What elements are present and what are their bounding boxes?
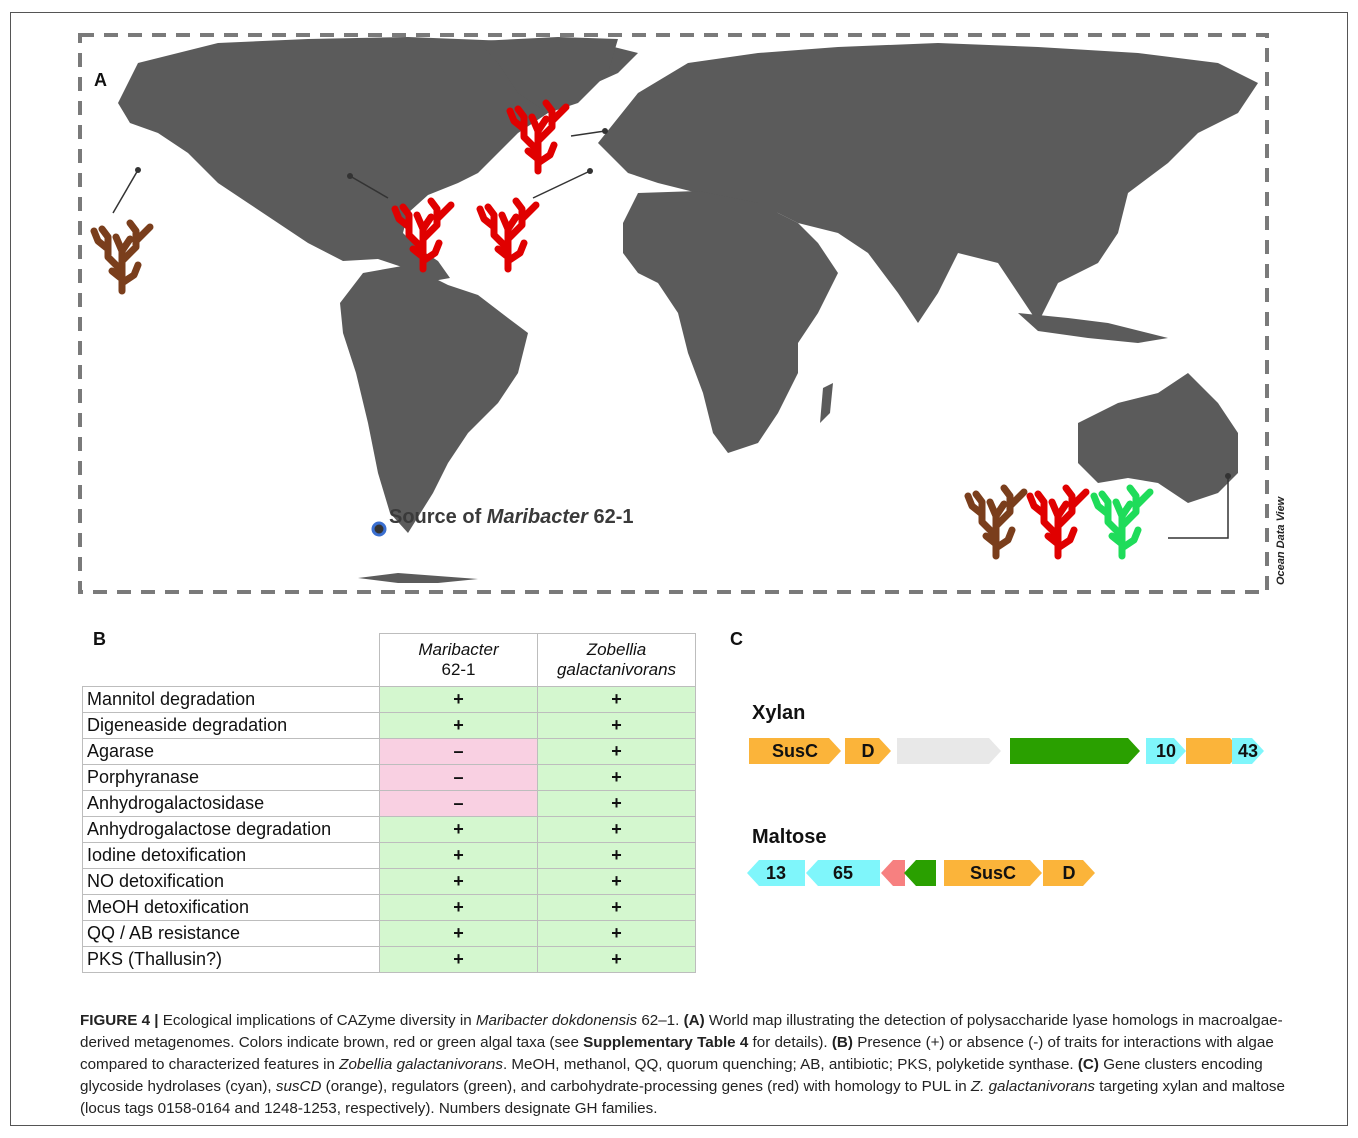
trait-name: QQ / AB resistance <box>82 920 380 947</box>
zobellia-value: + <box>537 842 696 869</box>
maribacter-value: – <box>379 738 538 765</box>
madagascar-landmass <box>820 383 833 423</box>
gene-arrow: D <box>1043 860 1095 886</box>
source-label: Source of Maribacter 62-1 <box>389 506 634 528</box>
table-row: Anhydrogalactose degradation + + <box>82 816 696 843</box>
gene-arrow <box>1010 738 1140 764</box>
maribacter-value: – <box>379 764 538 791</box>
maribacter-value: + <box>379 894 538 921</box>
panel-c-label: C <box>730 629 743 649</box>
trait-name: Anhydrogalactosidase <box>82 790 380 817</box>
trait-name: Agarase <box>82 738 380 765</box>
brown-alga-icon <box>94 223 150 291</box>
red-alga-icon <box>480 201 536 269</box>
trait-name: Iodine detoxification <box>82 842 380 869</box>
table-row: NO detoxification + + <box>82 868 696 895</box>
brown-alga-icon <box>968 488 1024 556</box>
figure-caption: FIGURE 4 | Ecological implications of CA… <box>80 1012 1285 1117</box>
south-america-landmass <box>340 265 528 533</box>
traits-table: Maribacter 62-1 Zobellia galactanivorans M… <box>82 633 696 973</box>
zobellia-value: + <box>537 790 696 817</box>
zobellia-value: + <box>537 946 696 973</box>
maribacter-value: + <box>379 842 538 869</box>
world-map <box>78 33 1269 594</box>
maribacter-value: – <box>379 790 538 817</box>
trait-name: Mannitol degradation <box>82 686 380 713</box>
trait-name: MeOH detoxification <box>82 894 380 921</box>
world-map-panel <box>78 33 1269 594</box>
location-dots <box>135 128 1231 479</box>
panel-b-label: B <box>93 629 106 649</box>
header-zobellia: Zobellia galactanivorans <box>537 633 696 687</box>
table-row: Digeneaside degradation + + <box>82 712 696 739</box>
table-row: PKS (Thallusin?) + + <box>82 946 696 973</box>
figure-frame <box>10 12 1348 1126</box>
zobellia-value: + <box>537 816 696 843</box>
table-row: QQ / AB resistance + + <box>82 920 696 947</box>
zobellia-value: + <box>537 686 696 713</box>
australia-landmass <box>1078 373 1238 503</box>
eurasia-landmass <box>598 43 1258 323</box>
green-alga-icon <box>1094 488 1150 556</box>
zobellia-value: + <box>537 868 696 895</box>
trait-name: Anhydrogalactose degradation <box>82 816 380 843</box>
zobellia-value: + <box>537 894 696 921</box>
gene-arrow <box>897 738 1001 764</box>
connector-lines <box>112 130 1229 539</box>
table-row: MeOH detoxification + + <box>82 894 696 921</box>
maribacter-value: + <box>379 712 538 739</box>
table-corner <box>83 634 380 687</box>
table-row: Anhydrogalactosidase – + <box>82 790 696 817</box>
zobellia-value: + <box>537 712 696 739</box>
maribacter-value: + <box>379 686 538 713</box>
trait-name: NO detoxification <box>82 868 380 895</box>
gene-arrow: SusC <box>944 860 1042 886</box>
table-row: Iodine detoxification + + <box>82 842 696 869</box>
zobellia-value: + <box>537 738 696 765</box>
red-alga-icon <box>1030 488 1086 556</box>
panel-a-label: A <box>94 70 107 90</box>
antarctica-landmass <box>358 573 478 583</box>
africa-landmass <box>623 191 838 453</box>
maribacter-value: + <box>379 946 538 973</box>
ocean-data-view-credit: Ocean Data View <box>1275 496 1287 585</box>
greenland-landmass <box>478 37 618 113</box>
gene-arrow: SusC <box>749 738 841 764</box>
maribacter-value: + <box>379 920 538 947</box>
maribacter-value: + <box>379 816 538 843</box>
map-border <box>78 33 1269 594</box>
zobellia-value: + <box>537 920 696 947</box>
north-america-landmass <box>118 37 638 281</box>
table-row: Porphyranase – + <box>82 764 696 791</box>
zobellia-value: + <box>537 764 696 791</box>
trait-name: PKS (Thallusin?) <box>82 946 380 973</box>
header-maribacter: Maribacter 62-1 <box>379 633 538 687</box>
gene-arrow: 13 <box>747 860 805 886</box>
trait-name: Digeneaside degradation <box>82 712 380 739</box>
table-row: Mannitol degradation + + <box>82 686 696 713</box>
maltose-title: Maltose <box>752 826 827 848</box>
source-location-dot <box>371 521 387 537</box>
table-row: Agarase – + <box>82 738 696 765</box>
maribacter-value: + <box>379 868 538 895</box>
trait-name: Porphyranase <box>82 764 380 791</box>
xylan-title: Xylan <box>752 702 806 724</box>
indonesia-landmass <box>1018 313 1168 343</box>
gene-arrow: 65 <box>806 860 880 886</box>
